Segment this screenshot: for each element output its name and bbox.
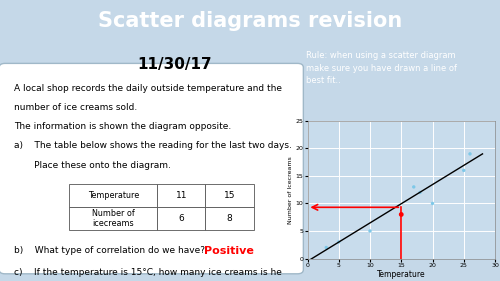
FancyBboxPatch shape [70,207,157,230]
FancyBboxPatch shape [206,207,254,230]
Text: b)    What type of correlation do we have?: b) What type of correlation do we have? [14,246,205,255]
Text: 15: 15 [224,191,235,200]
Text: 6: 6 [178,214,184,223]
Text: Temperature: Temperature [88,191,139,200]
Text: 11: 11 [176,191,187,200]
Point [397,212,405,217]
FancyBboxPatch shape [0,64,304,274]
Text: 8: 8 [226,214,232,223]
Text: The information is shown the diagram opposite.: The information is shown the diagram opp… [14,122,231,131]
Point [460,168,468,173]
Point [397,212,405,217]
Point [410,185,418,189]
Text: number of ice creams sold.: number of ice creams sold. [14,103,137,112]
FancyBboxPatch shape [157,184,206,207]
Y-axis label: Number of Icecreams: Number of Icecreams [288,156,292,224]
Point [466,152,474,156]
Point [428,201,436,206]
Text: c)    If the temperature is 15°C, how many ice creams is he: c) If the temperature is 15°C, how many … [14,268,281,277]
FancyBboxPatch shape [157,207,206,230]
Text: Positive: Positive [204,246,254,257]
Point [322,245,330,250]
FancyBboxPatch shape [70,184,157,207]
Point [366,229,374,233]
Text: a)    The table below shows the reading for the last two days.: a) The table below shows the reading for… [14,141,291,150]
Point [416,190,424,195]
Text: Scatter diagrams revision: Scatter diagrams revision [98,11,402,31]
Point [335,240,343,244]
Text: 11/30/17: 11/30/17 [138,57,212,72]
Text: A local shop records the daily outside temperature and the: A local shop records the daily outside t… [14,84,282,93]
Text: Place these onto the diagram.: Place these onto the diagram. [14,160,170,169]
X-axis label: Temperature: Temperature [377,271,426,280]
FancyBboxPatch shape [206,184,254,207]
Text: Rule: when using a scatter diagram
make sure you have drawn a line of
best fit..: Rule: when using a scatter diagram make … [306,51,456,85]
Text: Number of
icecreams: Number of icecreams [92,209,134,228]
